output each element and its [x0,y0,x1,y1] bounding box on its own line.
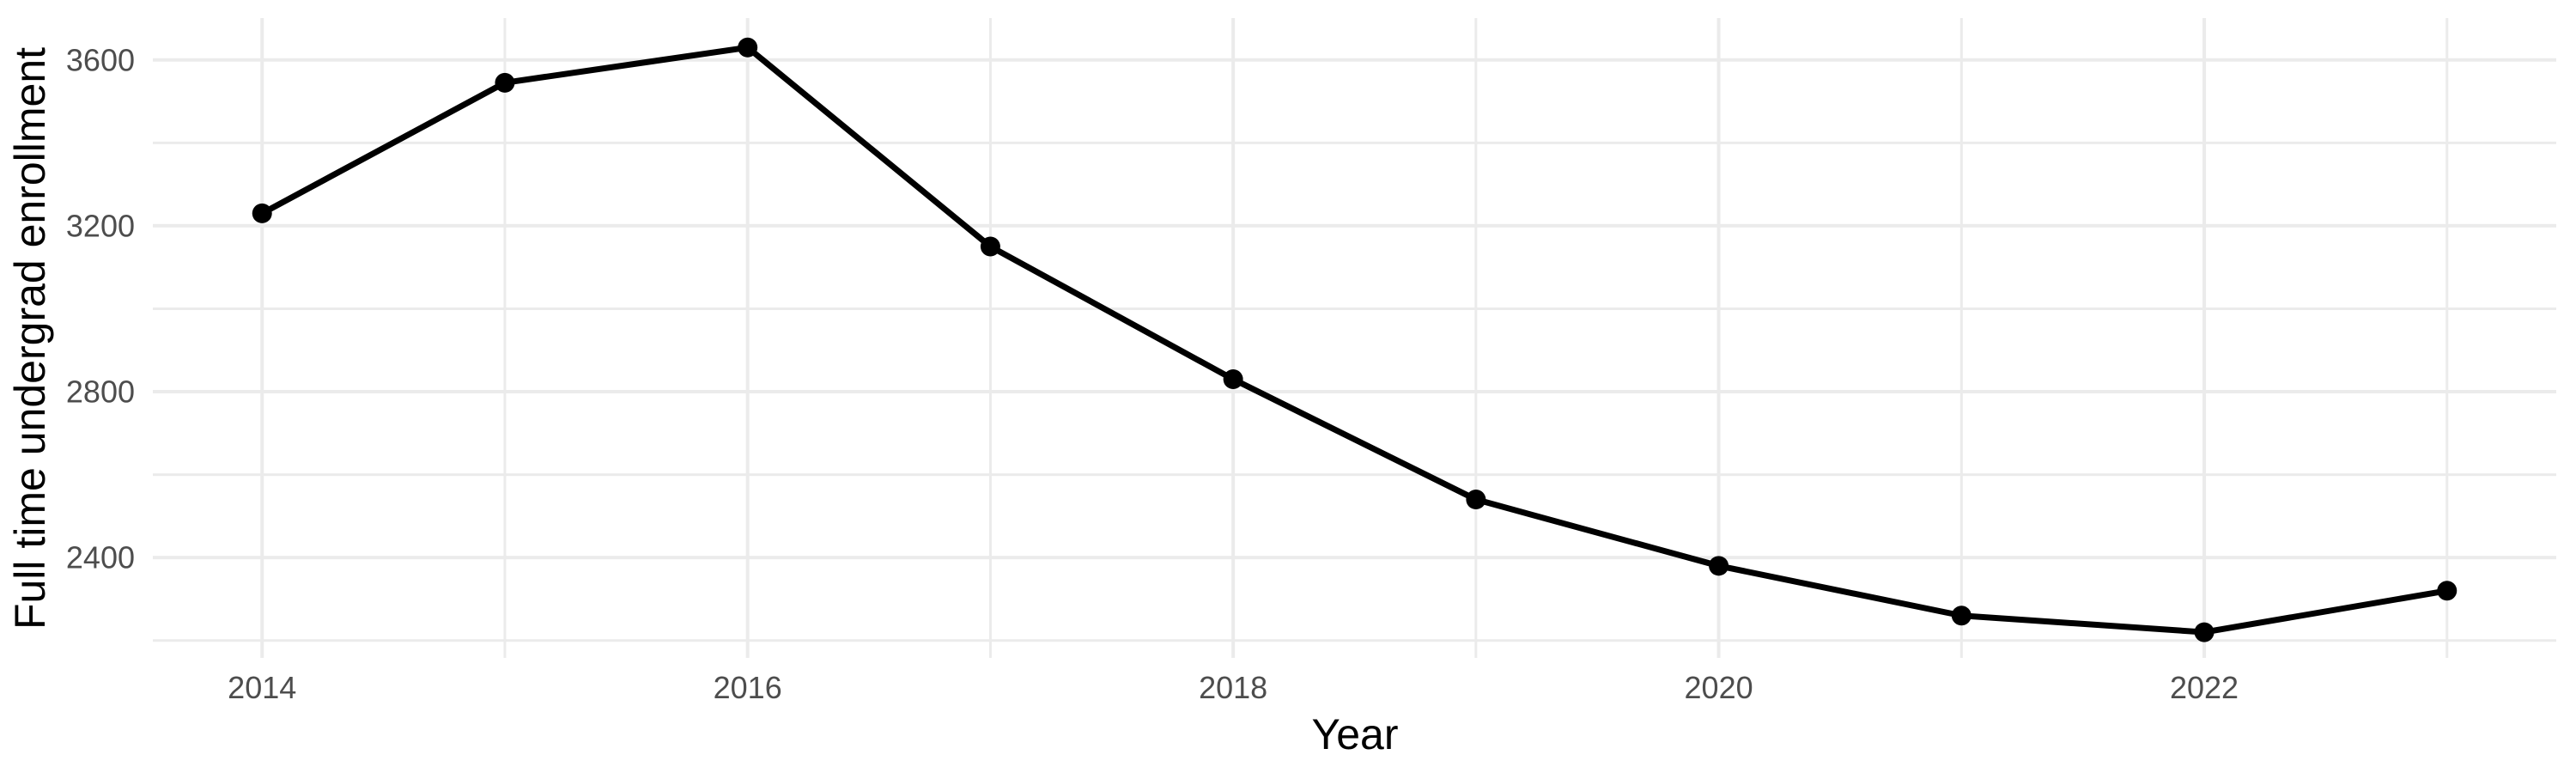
y-tick-label-3600: 3600 [66,42,135,77]
y-tick-label-2400: 2400 [66,540,135,575]
y-axis-title: Full time undergrad enrollment [6,47,54,630]
x-tick-label-2020: 2020 [1685,670,1753,705]
data-point-2019 [1466,490,1486,510]
x-tick-label-2022: 2022 [2170,670,2239,705]
y-tick-label-2800: 2800 [66,374,135,410]
data-point-2016 [738,37,758,58]
enrollment-trend-line [258,44,2451,636]
y-tick-label-3200: 3200 [66,208,135,243]
data-point-2015 [495,72,515,93]
data-point-2014 [252,203,272,223]
axis-tick-labels: 3600 3200 2800 2400 2014 2016 2018 2020 2022 [66,42,2239,705]
data-point-2023 [2437,581,2458,601]
data-point-2021 [1951,606,1971,626]
data-point-2022 [2194,622,2215,642]
major-gridlines [153,18,2556,658]
data-series [252,37,2458,642]
x-tick-label-2014: 2014 [228,670,296,705]
x-tick-label-2018: 2018 [1199,670,1267,705]
data-point-2017 [980,236,1000,257]
data-point-2020 [1709,556,1729,576]
x-tick-label-2016: 2016 [714,670,782,705]
data-point-2018 [1223,369,1243,390]
x-axis-title: Year [1311,710,1398,758]
minor-gridlines [153,18,2556,658]
